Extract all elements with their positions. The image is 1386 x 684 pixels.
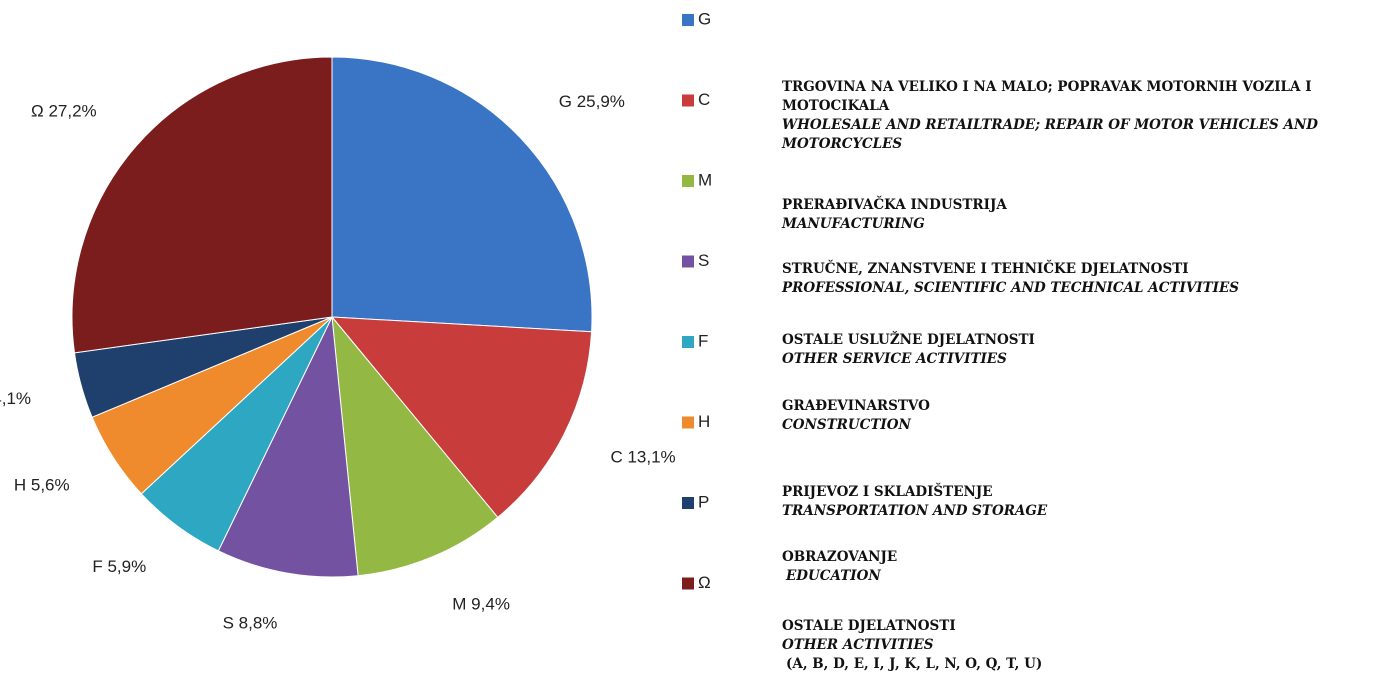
description-hr: OBRAZOVANJE [782, 549, 898, 565]
description-hr: STRUČNE, ZNANSTVENE I TEHNIČKE DJELATNOS… [782, 261, 1189, 277]
data-label: S 8,8% [223, 614, 278, 633]
data-label: M 9,4% [452, 594, 510, 613]
data-label: C 13,1% [610, 447, 675, 466]
data-label: H 5,6% [14, 475, 70, 494]
data-label: P 4,1% [0, 389, 31, 408]
description-en: CONSTRUCTION [782, 417, 911, 433]
description-hr: OSTALE DJELATNOSTI [782, 618, 956, 634]
legend-swatch [682, 255, 694, 268]
legend-swatch [682, 175, 694, 187]
pie-slice [331, 315, 499, 577]
description: STRUČNE, ZNANSTVENE I TEHNIČKE DJELATNOS… [782, 260, 1372, 298]
description-en: OTHER SERVICE ACTIVITIES [782, 351, 1007, 367]
description: GRAĐEVINARSTVO CONSTRUCTION [782, 397, 1372, 435]
legend-label: G [698, 9, 711, 28]
description: OBRAZOVANJE EDUCATION [782, 548, 1372, 586]
description-hr: PRIJEVOZ I SKLADIŠTENJE [782, 484, 993, 500]
description-en: TRANSPORTATION AND STORAGE [782, 503, 1048, 519]
description-hr: GRAĐEVINARSTVO [782, 398, 930, 414]
legend-swatch [682, 577, 694, 590]
pie-slice [217, 315, 359, 578]
description-en: MANUFACTURING [782, 216, 925, 232]
description-hr: OSTALE USLUŽNE DJELATNOSTI [782, 332, 1035, 348]
description: TRGOVINA NA VELIKO I NA MALO; POPRAVAK M… [782, 78, 1372, 154]
description: OSTALE USLUŽNE DJELATNOSTI OTHER SERVICE … [782, 331, 1372, 369]
legend-label: P [698, 492, 709, 511]
description-en: EDUCATION [786, 568, 881, 584]
description-en: PROFESSIONAL, SCIENTIFIC AND TECHNICAL A… [782, 280, 1240, 296]
description-hr: PRERAĐIVAČKA INDUSTRIJA [782, 197, 1007, 213]
legend-swatch [682, 497, 694, 509]
legend-label: C [698, 90, 710, 109]
pie-slice [331, 56, 593, 333]
description: OSTALE DJELATNOSTI OTHER ACTIVITIES (A, B,… [782, 617, 1372, 674]
legend-swatch [682, 14, 694, 26]
description: PRIJEVOZ I SKLADIŠTENJE TRANSPORTATION AN… [782, 483, 1372, 521]
legend-label: H [698, 412, 710, 431]
description-codes: (A, B, D, E, I, J, K, L, N, O, Q, T, U) [786, 656, 1043, 672]
data-label: F 5,9% [92, 557, 146, 576]
legend-label: S [698, 251, 709, 270]
description-en: OTHER ACTIVITIES [782, 637, 934, 653]
legend-swatch [682, 94, 694, 107]
legend-label: M [698, 170, 712, 189]
description-en: WHOLESALE AND RETAILTRADE; REPAIR OF MOT… [782, 117, 1318, 152]
description: PRERAĐIVAČKA INDUSTRIJA MANUFACTURING [782, 196, 1372, 234]
data-label: Ω 27,2% [31, 102, 97, 121]
legend-swatch [682, 336, 694, 348]
legend-label: F [698, 331, 708, 350]
legend-label: Ω [698, 573, 711, 592]
data-label: G 25,9% [559, 92, 625, 111]
legend-swatch [682, 416, 694, 429]
pie-slice [330, 316, 593, 519]
pie-slice [71, 56, 333, 354]
description-hr: TRGOVINA NA VELIKO I NA MALO; POPRAVAK M… [782, 79, 1312, 114]
